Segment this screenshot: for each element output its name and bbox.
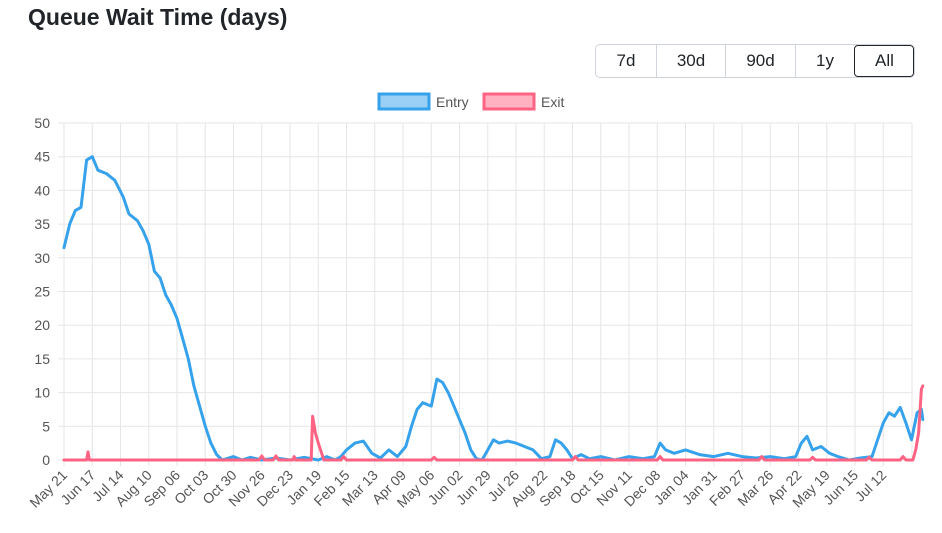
y-tick-label: 40 — [34, 182, 50, 198]
y-tick-label: 45 — [34, 149, 50, 165]
legend-label-entry[interactable]: Entry — [436, 94, 469, 110]
y-tick-label: 30 — [34, 250, 50, 266]
chart-series — [62, 155, 925, 462]
range-30d-button[interactable]: 30d — [656, 45, 725, 77]
y-tick-label: 0 — [42, 452, 50, 468]
y-tick-label: 50 — [34, 115, 50, 131]
series-line-exit — [62, 384, 925, 462]
y-tick-label: 20 — [34, 317, 50, 333]
series-line-entry — [62, 155, 925, 462]
y-tick-label: 35 — [34, 216, 50, 232]
legend-swatch-exit[interactable] — [482, 92, 536, 111]
range-all-button[interactable]: All — [854, 45, 914, 77]
legend-swatch-entry[interactable] — [377, 92, 431, 111]
y-tick-label: 10 — [34, 385, 50, 401]
range-7d-button[interactable]: 7d — [596, 45, 656, 77]
x-tick-label: Jul 12 — [852, 467, 890, 505]
y-tick-label: 15 — [34, 351, 50, 367]
y-axis: 0 5 10 15 20 25 30 35 40 45 50 — [34, 115, 50, 468]
chart-title: Queue Wait Time (days) — [28, 4, 288, 30]
y-tick-label: 5 — [42, 418, 50, 434]
range-90d-button[interactable]: 90d — [725, 45, 795, 77]
time-range-selector: 7d 30d 90d 1y All — [595, 44, 915, 78]
range-1y-button[interactable]: 1y — [795, 45, 854, 77]
chart-legend: Entry Exit — [377, 92, 564, 111]
y-tick-label: 25 — [34, 284, 50, 300]
legend-label-exit[interactable]: Exit — [541, 94, 564, 110]
chart-grid — [58, 122, 913, 466]
